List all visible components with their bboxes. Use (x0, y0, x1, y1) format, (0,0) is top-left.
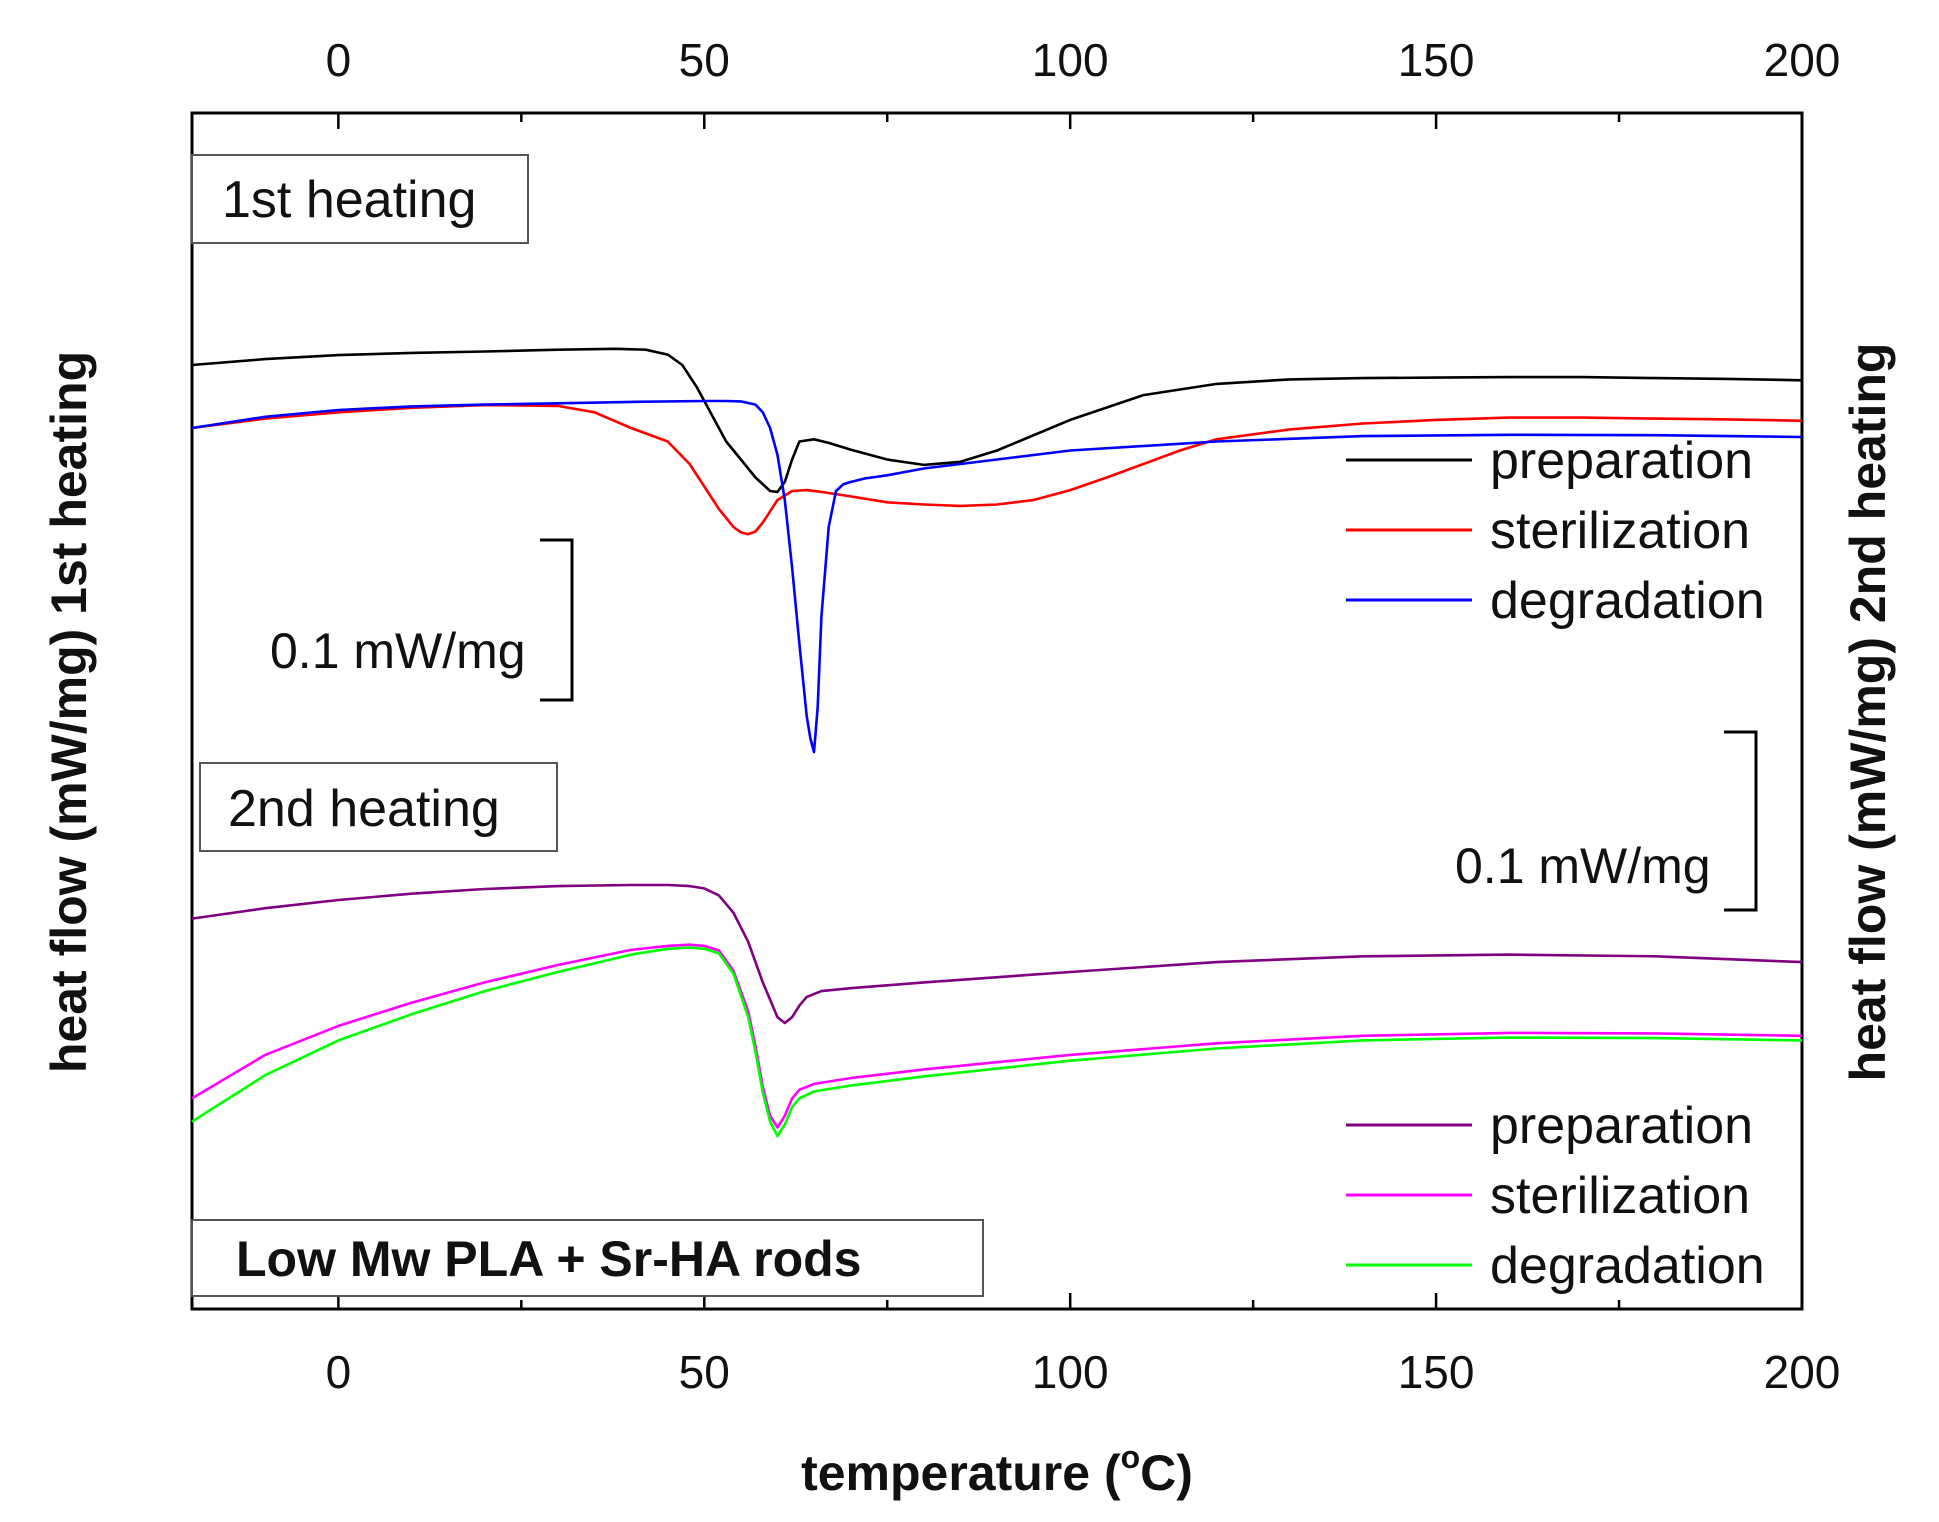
first-heating-box (191, 154, 529, 244)
scale-label-second: 0.1 mW/mg (1455, 838, 1711, 894)
x-tick-label-top: 100 (1032, 34, 1109, 86)
second-heating-box-label: 2nd heating (228, 780, 500, 838)
legend-label-second-sterilization: sterilization (1490, 1167, 1750, 1225)
legend-label-second-preparation: preparation (1490, 1097, 1753, 1155)
y-axis-title-right: heat flow (mW/mg) 2nd heating (1840, 343, 1896, 1082)
series-line-first-sterilization (191, 403, 1803, 536)
axis-ticks: 0 0 50 50 100 100 150 150 200 200 (326, 34, 1841, 1398)
first-heating-box-label: 1st heating (222, 171, 476, 229)
scale-bar-second (1724, 730, 1758, 912)
series-line-first-preparation (191, 347, 1803, 494)
series-line-second-preparation (191, 883, 1803, 1025)
second-heating-box (199, 762, 558, 852)
x-tick-label-bottom: 150 (1398, 1346, 1475, 1398)
y-axis-title-left: heat flow (mW/mg) 1st heating (41, 351, 97, 1073)
series-line-first-degradation (191, 399, 1803, 754)
sample-box (191, 1219, 984, 1297)
x-tick-label-bottom: 0 (326, 1346, 352, 1398)
legend-label-first-degradation: degradation (1490, 572, 1765, 630)
x-tick-label-bottom: 100 (1032, 1346, 1109, 1398)
scale-label-first: 0.1 mW/mg (270, 623, 526, 679)
legend-label-first-sterilization: sterilization (1490, 502, 1750, 560)
x-axis-title: temperature (oC) (801, 1439, 1193, 1501)
x-axis-title-sup: o (1121, 1439, 1141, 1475)
plot-frame (190, 111, 1804, 1311)
x-tick-label-bottom: 200 (1764, 1346, 1841, 1398)
x-tick-label-top: 200 (1764, 34, 1841, 86)
legend-label-first-preparation: preparation (1490, 432, 1753, 490)
legend-first-heating: preparation sterilization degradation (1346, 432, 1765, 630)
x-tick-label-top: 0 (326, 34, 352, 86)
series-layer (191, 347, 1803, 1138)
x-tick-label-top: 150 (1398, 34, 1475, 86)
x-tick-label-bottom: 50 (679, 1346, 730, 1398)
legend-second-heating: preparation sterilization degradation (1346, 1097, 1765, 1295)
sample-box-label: Low Mw PLA + Sr-HA rods (236, 1231, 862, 1287)
legend-label-second-degradation: degradation (1490, 1237, 1765, 1295)
scale-bar-first (540, 538, 574, 702)
x-tick-label-top: 50 (679, 34, 730, 86)
series-line-second-degradation (191, 946, 1803, 1138)
